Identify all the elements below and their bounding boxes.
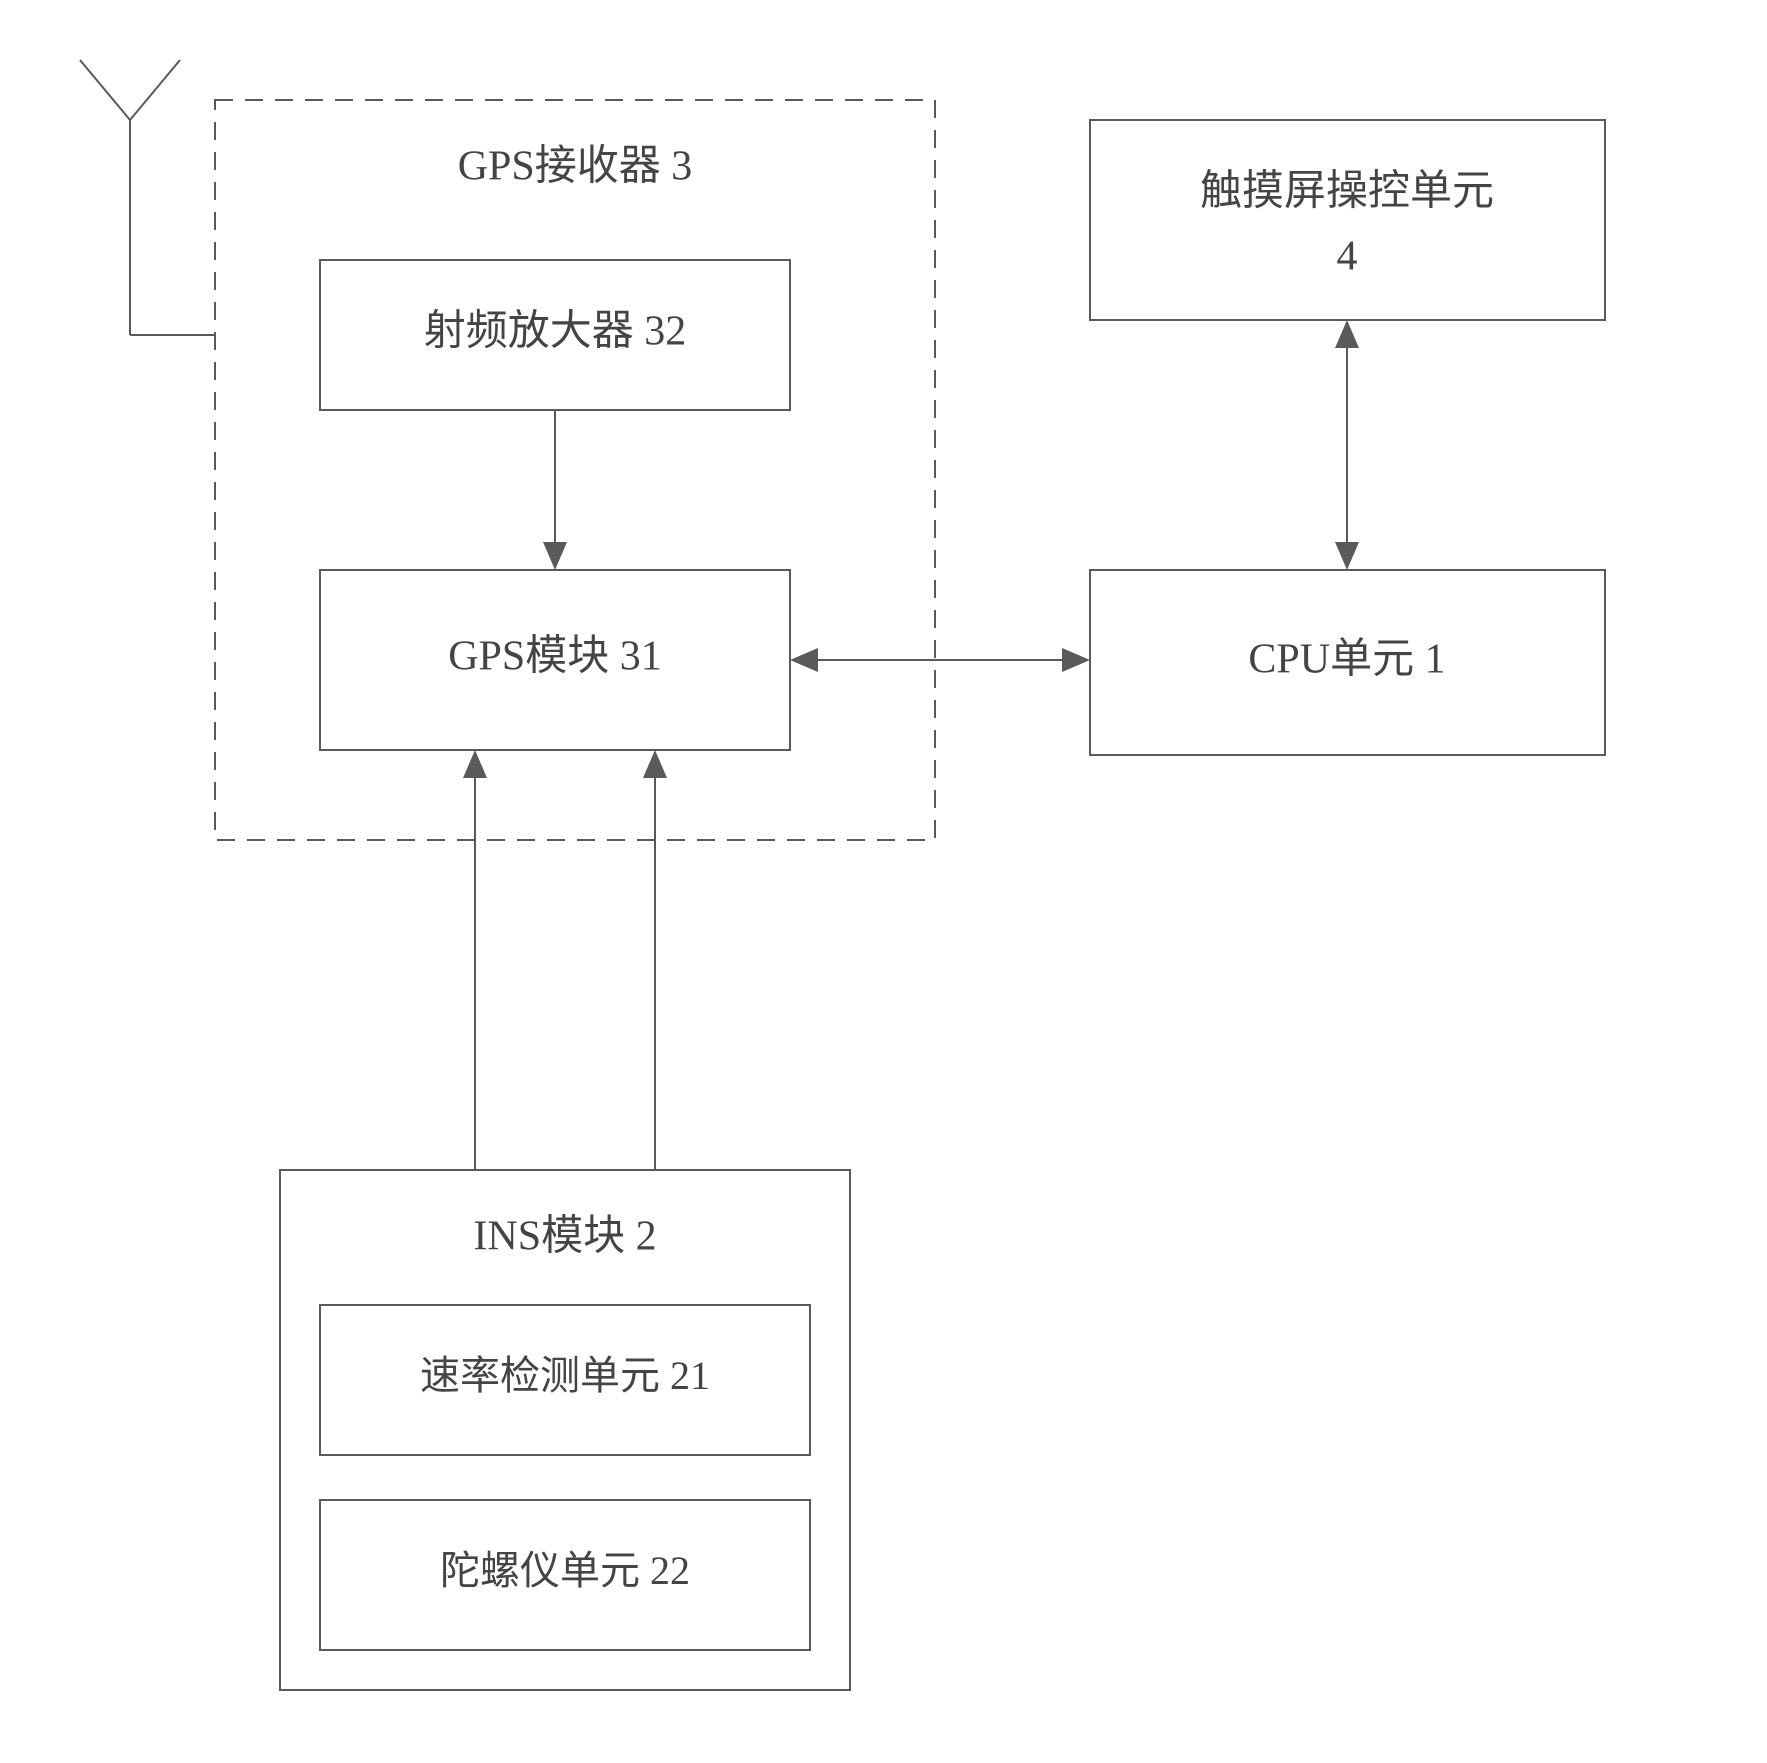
gps-module-label: GPS模块 31 [448,634,662,680]
arrowhead [1062,648,1090,672]
touchscreen-unit-box [1090,120,1605,320]
gyroscope-unit-label: 陀螺仪单元 22 [440,1548,690,1593]
rate-detection-unit-label: 速率检测单元 21 [420,1353,710,1398]
gps-receiver-box [215,100,935,840]
ins-module-title: INS模块 2 [473,1214,656,1260]
arrowhead [1335,320,1359,348]
touchscreen-unit-ref: 4 [1337,234,1358,280]
rf-amplifier-label: 射频放大器 32 [424,309,687,355]
arrowhead [463,750,487,778]
arrowhead [543,542,567,570]
arrowhead [643,750,667,778]
touchscreen-unit-label: 触摸屏操控单元 [1200,169,1494,215]
arrowhead [790,648,818,672]
arrowhead [1335,542,1359,570]
cpu-unit-label: CPU单元 1 [1248,637,1445,683]
antenna-v-right [130,60,180,120]
antenna-v-left [80,60,130,120]
gps-receiver-title: GPS接收器 3 [458,144,693,190]
